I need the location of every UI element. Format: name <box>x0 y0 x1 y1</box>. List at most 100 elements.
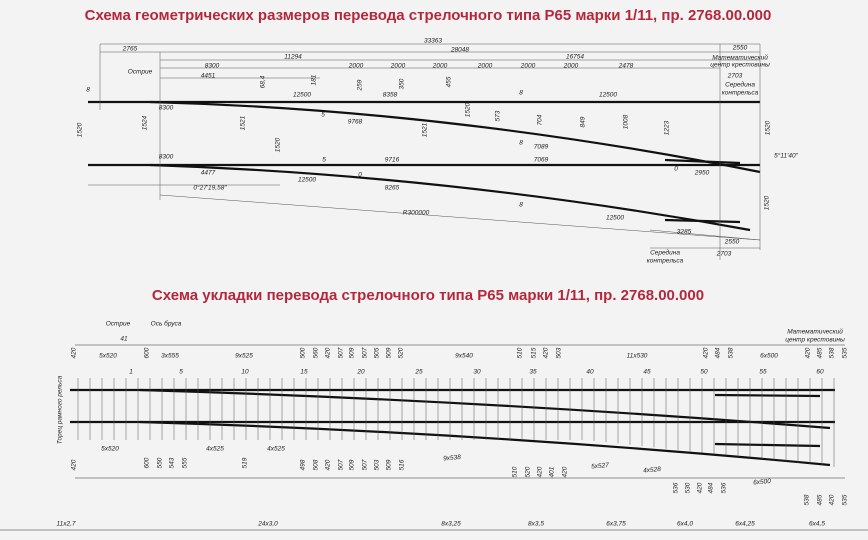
dimension-label: 420 <box>562 466 569 477</box>
dimension-label: 520 <box>398 347 405 358</box>
dimension-label: 505 <box>374 347 381 358</box>
dimension-label: 8300 <box>159 105 174 112</box>
dimension-label: Середина <box>725 81 755 89</box>
dimension-label: 1 <box>129 369 133 376</box>
dimension-label: 420 <box>325 347 332 358</box>
dimension-label: 9x525 <box>235 353 253 360</box>
dimension-label: 1521 <box>422 122 429 137</box>
dimension-label: 5 <box>322 157 326 164</box>
dimension-label: 5x520 <box>99 353 117 360</box>
dimension-label: 1008 <box>623 114 630 129</box>
dimension-label: 2703 <box>727 73 743 80</box>
dimension-label: 538 <box>728 347 735 358</box>
dimension-label: 510 <box>512 466 519 477</box>
dimension-label: 485 <box>817 347 824 358</box>
dimension-label: 41 <box>120 336 128 343</box>
dimension-label: 7069 <box>534 157 549 164</box>
dimension-label: 509 <box>349 347 356 358</box>
dimension-label: 55 <box>759 369 767 376</box>
dimension-label: 10 <box>241 369 249 376</box>
dimension-label: 9x540 <box>455 353 473 360</box>
dimension-label: 0 <box>674 166 678 173</box>
dimension-label: 45 <box>643 369 651 376</box>
dimension-label: 555 <box>182 457 189 468</box>
dimension-label: 2000 <box>520 63 536 70</box>
dimension-label: 515 <box>531 347 538 358</box>
dimension-label: 6x3,75 <box>606 521 626 528</box>
dimension-label: 849 <box>580 116 587 127</box>
dimension-label: 1520 <box>77 122 84 137</box>
dimension-label: 507 <box>362 347 369 358</box>
dimension-label: 11x2,7 <box>56 521 75 528</box>
dimension-label: 5x520 <box>101 446 119 453</box>
dimension-label: 485 <box>817 494 824 505</box>
dimension-label: 0 <box>358 172 362 179</box>
dimension-label: 508 <box>313 459 320 470</box>
dimension-label: 420 <box>71 459 78 470</box>
dimension-label: 420 <box>805 347 812 358</box>
dimension-label: контрельса <box>722 90 759 97</box>
dimension-label: 600 <box>144 457 151 468</box>
dimension-label: 11x530 <box>627 353 648 360</box>
dimension-label: 50 <box>700 369 708 376</box>
dimension-label: 4451 <box>201 73 216 80</box>
dimension-label: 507 <box>338 459 345 470</box>
dimension-label: 4x525 <box>206 446 224 453</box>
dimension-label: 573 <box>495 110 502 121</box>
dimension-label: 2000 <box>348 63 364 70</box>
dimension-label: контрельса <box>647 258 684 265</box>
dimension-label: 5x527 <box>591 462 610 471</box>
dimension-label: 600 <box>144 347 151 358</box>
dimension-label: 420 <box>829 494 836 505</box>
dimension-label: 503 <box>556 347 563 358</box>
dimension-label: 2550 <box>732 45 748 52</box>
dimension-label: 535 <box>842 347 849 358</box>
dimension-label: 4x525 <box>267 446 285 453</box>
dimension-label: 60 <box>816 369 824 376</box>
dimension-label: 509 <box>386 459 393 470</box>
dimension-label: 2000 <box>563 63 579 70</box>
dimension-label: 420 <box>71 347 78 358</box>
dimension-label: 181 <box>311 74 318 85</box>
dimension-label: 8 <box>519 140 523 147</box>
dimension-label: 530 <box>685 482 692 493</box>
dimension-label: 33363 <box>424 38 442 45</box>
dimension-label: 498 <box>300 459 307 470</box>
dimension-label: 2000 <box>390 63 406 70</box>
dimension-label: 12500 <box>599 92 617 99</box>
dimension-label: Торец рамного рельса <box>57 375 64 444</box>
dimension-label: 2765 <box>122 46 138 53</box>
dimension-label: центр крестовины <box>710 62 770 69</box>
dimension-label: 7089 <box>534 144 549 151</box>
dimension-label: 5 <box>321 112 325 119</box>
dimension-label: 5°11'40" <box>774 152 798 160</box>
dimension-label: 2000 <box>432 63 448 70</box>
dimension-label: 455 <box>446 76 453 87</box>
dimension-label: 550 <box>157 457 164 468</box>
dimension-label: 516 <box>399 459 406 470</box>
title-bottom: Схема укладки перевода стрелочного типа … <box>152 287 704 304</box>
dimension-label: 543 <box>169 457 176 468</box>
dimension-label: 11294 <box>284 54 302 61</box>
dimension-label: 16754 <box>566 54 584 61</box>
dimension-label: центр крестовины <box>785 337 845 344</box>
dimension-label: 420 <box>543 347 550 358</box>
dimension-label: 4477 <box>201 170 216 177</box>
dimension-label: 30 <box>473 369 481 376</box>
sleepers <box>77 378 835 467</box>
dimension-label: R300000 <box>403 210 430 217</box>
dimension-label: 420 <box>325 459 332 470</box>
dimension-label: 484 <box>708 482 715 493</box>
dimension-label: 3285 <box>677 229 692 236</box>
dimension-label: 2950 <box>694 170 710 177</box>
dimension-label: Острие <box>128 69 153 76</box>
dimension-label: 538 <box>804 494 811 505</box>
dimension-label: 560 <box>313 347 320 358</box>
dimension-label: 1524 <box>142 115 149 130</box>
dimension-label: 538 <box>829 347 836 358</box>
dimension-label: 8265 <box>385 185 400 192</box>
dimension-label: 8358 <box>383 92 398 99</box>
dimension-label: 9716 <box>385 157 400 164</box>
dimension-label: 6x4,5 <box>809 521 825 528</box>
